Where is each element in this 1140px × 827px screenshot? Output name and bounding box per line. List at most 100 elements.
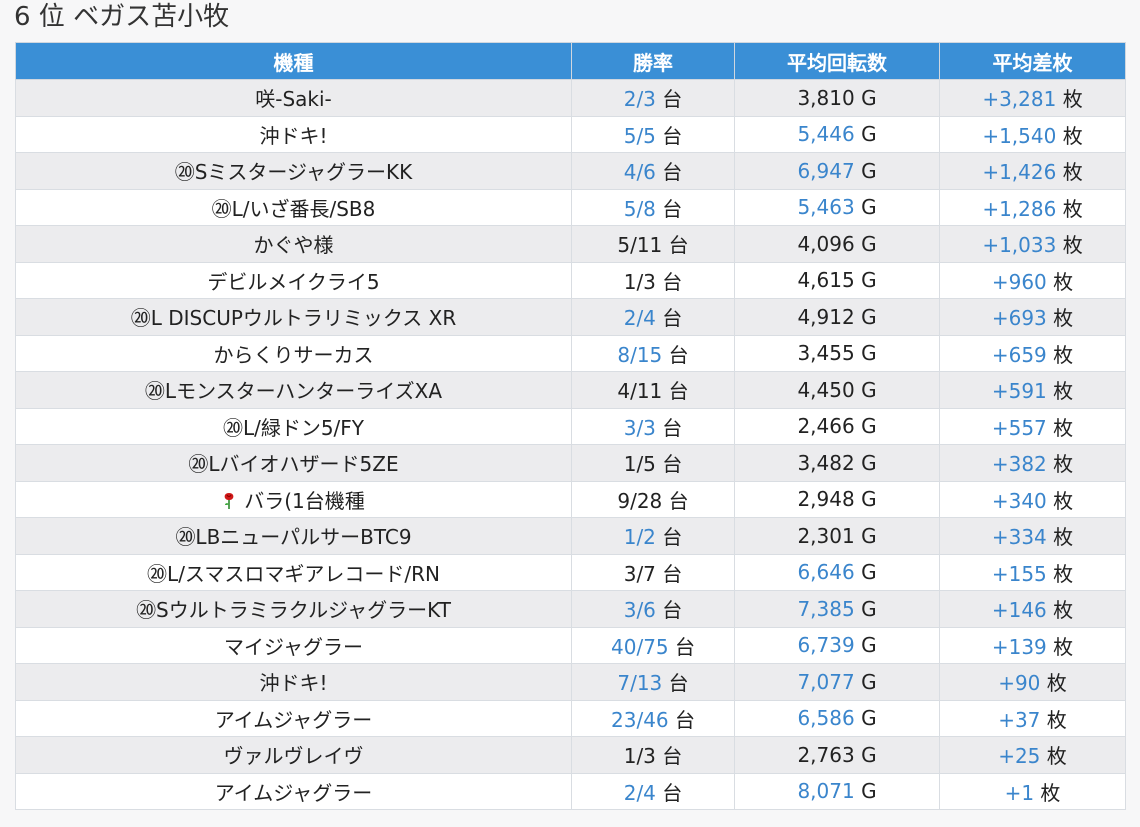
avg-diff-value: +3,281 [982,87,1057,112]
avg-diff-value: +659 [991,342,1047,367]
avg-diff-cell: +139 枚 [939,626,1126,664]
win-rate-cell: 4/11 台 [571,371,735,409]
avg-spins-value: 2,466 [797,414,855,439]
avg-spins-value: 7,077 [797,669,855,694]
avg-spins-unit: G [861,268,877,293]
machine-name-cell: ⑳L/緑ドン5/FY [15,407,572,445]
avg-spins-unit: G [861,669,877,694]
avg-diff-unit: 枚 [1053,488,1074,513]
rose-icon [224,492,234,509]
win-rate-unit: 台 [668,671,689,696]
table-row: ヴァルヴレイヴ 1/3 台 2,763 G +25 枚 [15,736,1126,774]
win-rate-value: 5/5 [623,123,656,148]
machine-name-cell: マイジャグラー [15,626,572,664]
machine-name-cell: ⑳L/スマスロマギアレコード/RN [15,553,572,591]
win-rate-cell: 23/46 台 [571,699,735,737]
win-rate-value: 4/11 [617,379,663,404]
win-rate-unit: 台 [662,415,683,440]
avg-spins-unit: G [861,122,877,147]
table-row: マイジャグラー 40/75 台 6,739 G +139 枚 [15,626,1126,664]
table-row: からくりサーカス 8/15 台 3,455 G +659 枚 [15,334,1126,372]
avg-diff-cell: +693 枚 [939,298,1126,336]
win-rate-value: 40/75 [611,634,669,659]
avg-spins-cell: 4,912 G [734,298,940,336]
machine-name-cell: アイムジャグラー [15,699,572,737]
avg-spins-value: 5,463 [797,195,855,220]
avg-spins-unit: G [861,414,877,439]
avg-diff-cell: +1 枚 [939,772,1126,810]
machine-name: ⑳LBニューパルサーBTC9 [175,525,412,550]
table-row: ⑳L/緑ドン5/FY 3/3 台 2,466 G +557 枚 [15,407,1126,445]
avg-spins-cell: 2,466 G [734,407,940,445]
ranking-table: 機種 勝率 平均回転数 平均差枚 咲-Saki- 2/3 台 3,810 G +3,2… [15,42,1126,810]
machine-name: ⑳L/緑ドン5/FY [222,415,365,440]
win-rate-value: 9/28 [617,488,663,513]
table-row: アイムジャグラー 23/46 台 6,586 G +37 枚 [15,699,1126,737]
win-rate-unit: 台 [662,269,683,294]
avg-spins-unit: G [861,742,877,767]
avg-diff-cell: +591 枚 [939,371,1126,409]
avg-diff-cell: +1,540 枚 [939,115,1126,153]
machine-name-cell: アイムジャグラー [15,772,572,810]
avg-spins-value: 6,586 [797,706,855,731]
win-rate-value: 23/46 [611,707,669,732]
avg-diff-cell: +1,426 枚 [939,152,1126,190]
win-rate-cell: 7/13 台 [571,663,735,701]
avg-diff-value: +1,540 [982,123,1057,148]
table-row: ⑳L/スマスロマギアレコード/RN 3/7 台 6,646 G +155 枚 [15,553,1126,591]
avg-spins-value: 6,739 [797,633,855,658]
avg-spins-unit: G [861,487,877,512]
avg-spins-value: 4,450 [797,377,855,402]
avg-diff-value: +591 [991,379,1047,404]
machine-name: ⑳L/スマスロマギアレコード/RN [147,561,440,586]
machine-name: ⑳L DISCUPウルトラリミックス XR [130,306,457,331]
table-row: アイムジャグラー 2/4 台 8,071 G +1 枚 [15,772,1126,810]
machine-name-cell: ⑳L/いざ番長/SB8 [15,188,572,226]
win-rate-unit: 台 [662,87,683,112]
win-rate-unit: 台 [662,306,683,331]
win-rate-cell: 4/6 台 [571,152,735,190]
table-row: 沖ドキ! 5/5 台 5,446 G +1,540 枚 [15,115,1126,153]
avg-diff-cell: +1,286 枚 [939,188,1126,226]
machine-name-cell: ⑳Lバイオハザード5ZE [15,444,572,482]
machine-name: ⑳Lバイオハザード5ZE [188,452,399,477]
header-avg-spins: 平均回転数 [734,42,940,80]
win-rate-cell: 9/28 台 [571,480,735,518]
win-rate-cell: 3/7 台 [571,553,735,591]
machine-name: ⑳SウルトラミラクルジャグラーKT [136,598,451,623]
machine-name-cell: バラ(1台機種 [15,480,572,518]
win-rate-cell: 5/11 台 [571,225,735,263]
avg-spins-cell: 7,385 G [734,590,940,628]
avg-spins-value: 5,446 [797,122,855,147]
avg-diff-value: +382 [991,452,1047,477]
win-rate-value: 1/2 [623,525,656,550]
win-rate-cell: 8/15 台 [571,334,735,372]
win-rate-unit: 台 [662,744,683,769]
avg-spins-cell: 4,450 G [734,371,940,409]
win-rate-value: 2/4 [623,306,656,331]
avg-diff-unit: 枚 [1053,379,1074,404]
machine-name: 沖ドキ! [259,123,328,148]
avg-spins-cell: 6,947 G [734,152,940,190]
avg-spins-value: 8,071 [797,779,855,804]
machine-name: ⑳LモンスターハンターライズXA [144,379,443,404]
win-rate-cell: 1/5 台 [571,444,735,482]
avg-spins-cell: 8,071 G [734,772,940,810]
avg-diff-unit: 枚 [1046,671,1067,696]
avg-diff-cell: +334 枚 [939,517,1126,555]
avg-diff-cell: +382 枚 [939,444,1126,482]
win-rate-value: 7/13 [617,671,663,696]
avg-diff-value: +340 [991,488,1047,513]
avg-spins-value: 6,646 [797,560,855,585]
win-rate-cell: 3/3 台 [571,407,735,445]
avg-spins-unit: G [861,85,877,110]
avg-diff-cell: +659 枚 [939,334,1126,372]
avg-spins-value: 2,763 [797,742,855,767]
avg-diff-unit: 枚 [1053,525,1074,550]
win-rate-value: 4/6 [623,160,656,185]
avg-spins-unit: G [861,706,877,731]
machine-name: バラ(1台機種 [244,488,365,513]
win-rate-value: 2/4 [623,780,656,805]
avg-diff-unit: 枚 [1062,233,1083,258]
table-row: かぐや様 5/11 台 4,096 G +1,033 枚 [15,225,1126,263]
